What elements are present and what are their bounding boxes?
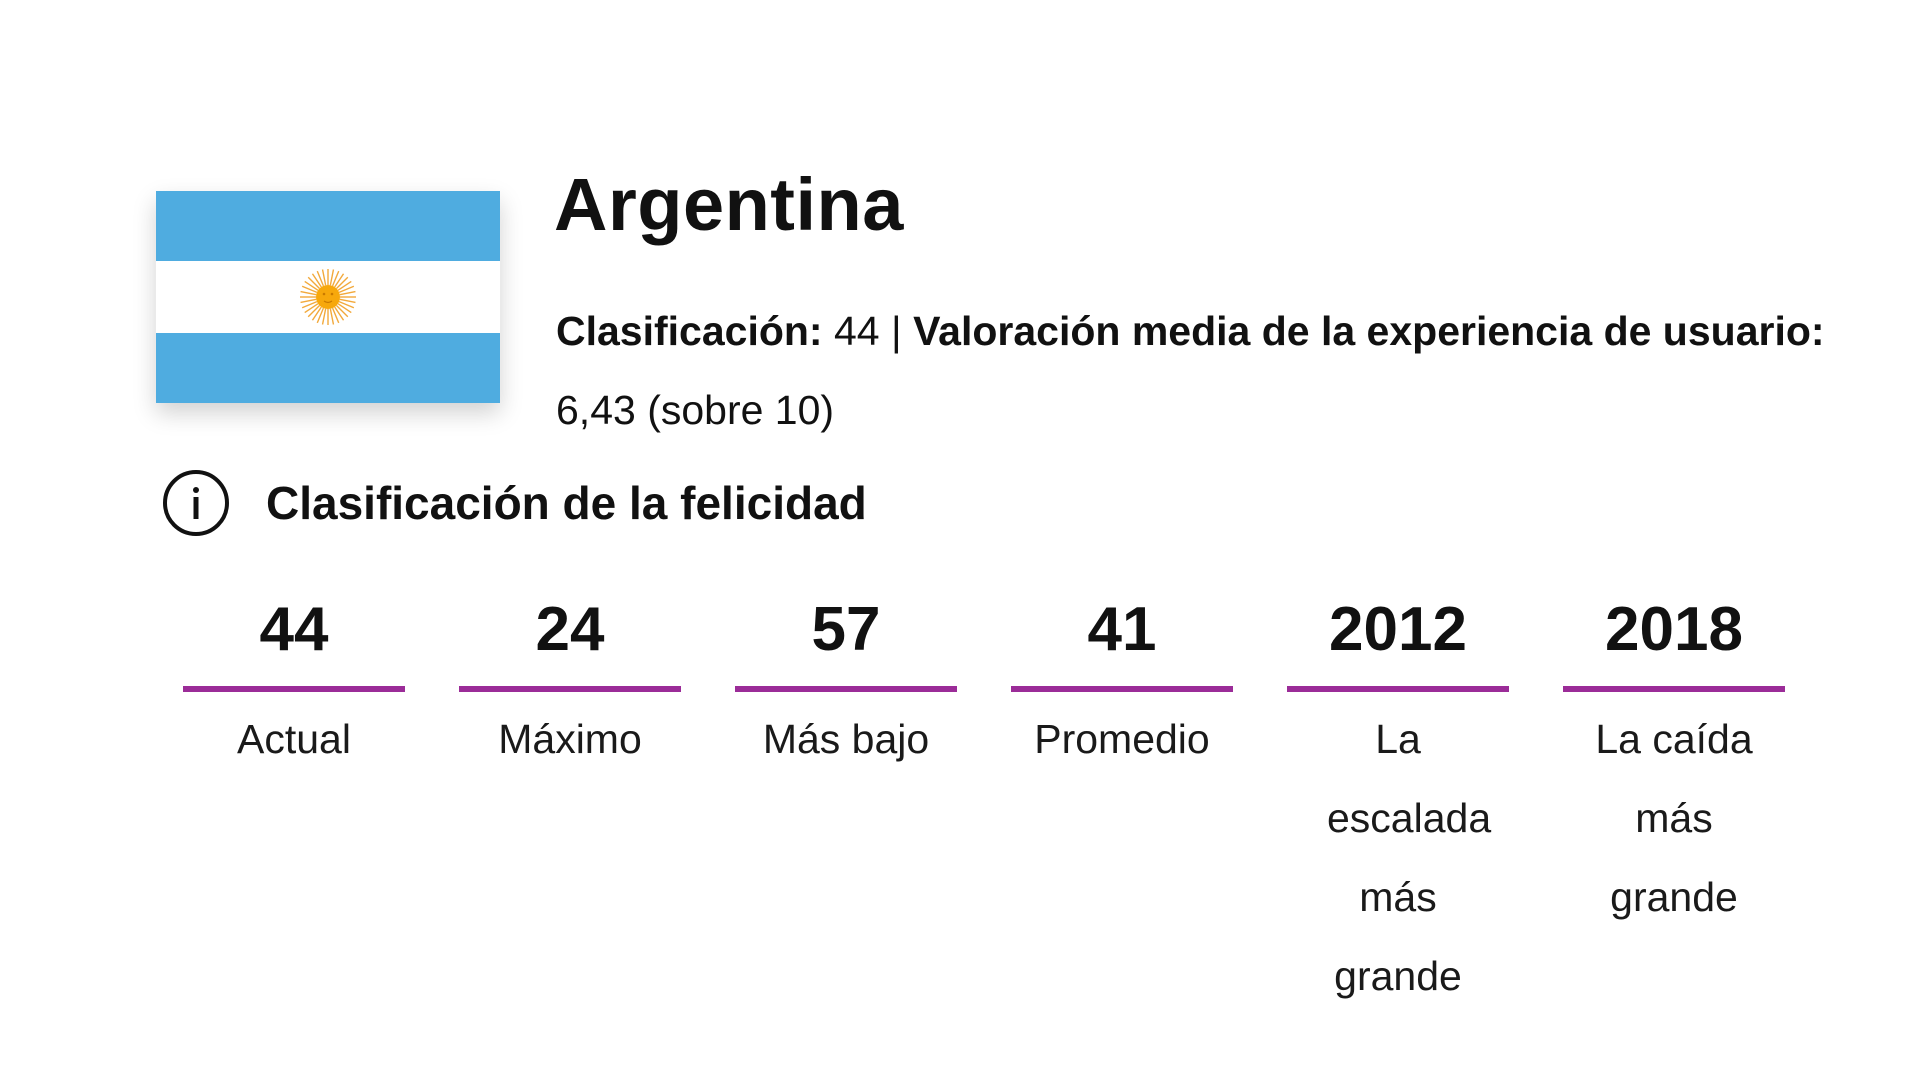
stat-lowest: 57 Más bajo: [735, 590, 957, 1016]
flag-bottom-stripe: [156, 333, 500, 403]
stat-value: 2018: [1605, 595, 1743, 664]
happiness-ranking-title: Clasificación de la felicidad: [266, 477, 867, 529]
stat-label: La caída más grande: [1595, 716, 1753, 920]
stat-divider: [183, 686, 405, 692]
stat-divider: [1287, 686, 1509, 692]
separator: |: [891, 308, 902, 354]
argentina-flag-icon: [156, 191, 500, 403]
stat-divider: [459, 686, 681, 692]
flag-top-stripe: [156, 191, 500, 261]
stat-biggest-drop: 2018 La caída más grande: [1563, 590, 1785, 1016]
stat-value: 57: [811, 595, 881, 664]
stat-label: Promedio: [1034, 716, 1210, 762]
stat-current: 44 Actual: [183, 590, 405, 1016]
stat-label: Actual: [237, 716, 351, 762]
stat-value: 24: [535, 595, 605, 664]
stat-value: 2012: [1329, 595, 1467, 664]
country-summary: Clasificación: 44 | Valoración media de …: [556, 292, 1856, 450]
stat-value: 44: [259, 595, 329, 664]
stat-biggest-climb: 2012 La escalada más grande: [1287, 590, 1509, 1016]
rank-value: 44: [834, 308, 880, 354]
stat-divider: [1563, 686, 1785, 692]
info-circle-icon[interactable]: [162, 469, 230, 537]
stat-average: 41 Promedio: [1011, 590, 1233, 1016]
stat-divider: [1011, 686, 1233, 692]
happiness-ranking-header: Clasificación de la felicidad: [162, 468, 867, 538]
happiness-stats: 44 Actual 24 Máximo 57 Más bajo 41 Prome…: [183, 590, 1839, 1016]
stat-value: 41: [1087, 595, 1157, 664]
stat-divider: [735, 686, 957, 692]
stat-label: La escalada más grande: [1327, 716, 1492, 999]
rank-label: Clasificación:: [556, 308, 823, 354]
rating-label: Valoración media de la experiencia de us…: [913, 308, 1825, 354]
rating-value: 6,43 (sobre 10): [556, 387, 835, 433]
sun-of-may-icon: [300, 269, 356, 325]
country-title: Argentina: [554, 163, 904, 246]
stat-label: Máximo: [498, 716, 642, 762]
stat-maximum: 24 Máximo: [459, 590, 681, 1016]
stat-label: Más bajo: [762, 716, 930, 762]
